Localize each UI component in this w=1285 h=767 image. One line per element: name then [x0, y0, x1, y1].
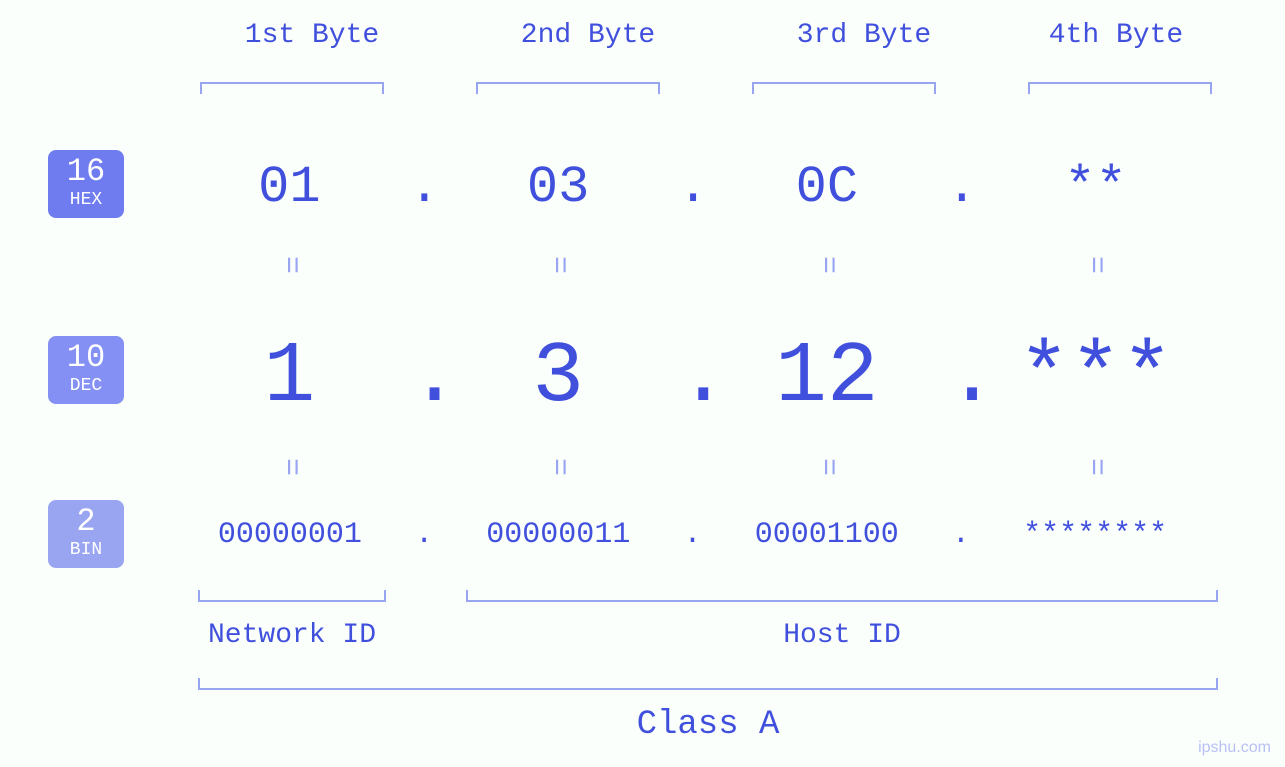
- bin-dot-3: .: [947, 518, 976, 552]
- class-label: Class A: [198, 706, 1218, 744]
- hex-row: 01 . 03 . 0C . **: [170, 158, 1215, 217]
- dec-dot-1: .: [409, 328, 439, 426]
- byte-bracket-3: [752, 82, 936, 94]
- bin-byte-2: 00000011: [438, 518, 678, 552]
- byte-bracket-1: [200, 82, 384, 94]
- network-id-label: Network ID: [198, 620, 386, 651]
- hex-dot-2: .: [678, 158, 708, 217]
- dec-dot-2: .: [678, 328, 708, 426]
- bin-row: 00000001 . 00000011 . 00001100 . *******…: [170, 518, 1215, 552]
- ip-diagram: 1st Byte 2nd Byte 3rd Byte 4th Byte 16 H…: [0, 0, 1285, 767]
- dec-row: 1 . 3 . 12 . ***: [170, 328, 1215, 426]
- badge-bin-num: 2: [48, 506, 124, 538]
- hex-dot-1: .: [409, 158, 439, 217]
- bin-dot-2: .: [678, 518, 707, 552]
- byte-bracket-4: [1028, 82, 1212, 94]
- base-badge-bin: 2 BIN: [48, 500, 124, 568]
- eq-row-1: = = = =: [170, 248, 1215, 282]
- dec-dot-3: .: [946, 328, 976, 426]
- byte-header-1: 1st Byte: [212, 20, 412, 51]
- bin-byte-3: 00001100: [707, 518, 947, 552]
- byte-header-4: 4th Byte: [1016, 20, 1216, 51]
- bin-dot-1: .: [410, 518, 439, 552]
- badge-bin-txt: BIN: [48, 540, 124, 560]
- watermark: ipshu.com: [1198, 739, 1271, 757]
- badge-hex-num: 16: [48, 156, 124, 188]
- eq-row-2: = = = =: [170, 450, 1215, 484]
- base-badge-hex: 16 HEX: [48, 150, 124, 218]
- network-id-bracket: [198, 590, 386, 602]
- bin-byte-4: ********: [975, 518, 1215, 552]
- badge-dec-txt: DEC: [48, 376, 124, 396]
- hex-dot-3: .: [946, 158, 976, 217]
- class-bracket: [198, 678, 1218, 690]
- base-badge-dec: 10 DEC: [48, 336, 124, 404]
- byte-header-3: 3rd Byte: [764, 20, 964, 51]
- byte-bracket-2: [476, 82, 660, 94]
- host-id-bracket: [466, 590, 1218, 602]
- bin-byte-1: 00000001: [170, 518, 410, 552]
- badge-dec-num: 10: [48, 342, 124, 374]
- byte-header-2: 2nd Byte: [488, 20, 688, 51]
- badge-hex-txt: HEX: [48, 190, 124, 210]
- host-id-label: Host ID: [466, 620, 1218, 651]
